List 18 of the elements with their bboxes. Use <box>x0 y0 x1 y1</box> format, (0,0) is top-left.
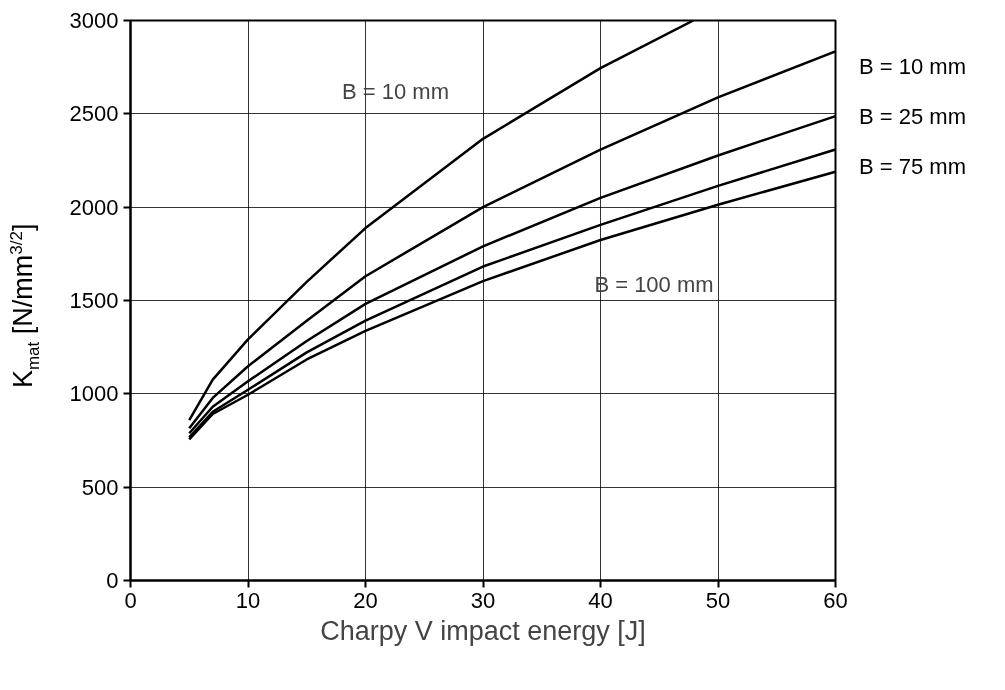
x-tick-label: 40 <box>588 587 613 613</box>
text: B = 10 mm <box>859 53 966 81</box>
y-tick-label: 3000 <box>69 8 119 33</box>
x-tick-label: 30 <box>470 587 496 613</box>
y-tick-label: 2000 <box>69 194 119 220</box>
x-tick-label: 0 <box>124 587 137 613</box>
y-tick-label: 2500 <box>69 101 119 127</box>
y-tick-label: 1000 <box>69 381 119 407</box>
text: B = 25 mm <box>859 103 966 131</box>
x-axis-title: Charpy V impact energy [J] <box>320 615 646 646</box>
y-tick-label: 500 <box>81 474 119 500</box>
x-tick-label: 10 <box>235 587 261 613</box>
x-tick-label: 60 <box>823 587 848 613</box>
x-tick-label: 50 <box>705 587 731 613</box>
y-tick-label: 1500 <box>69 288 119 313</box>
y-tick-label: 0 <box>106 568 119 593</box>
text: B = 75 mm <box>859 153 966 181</box>
x-tick-label: 20 <box>353 587 378 613</box>
